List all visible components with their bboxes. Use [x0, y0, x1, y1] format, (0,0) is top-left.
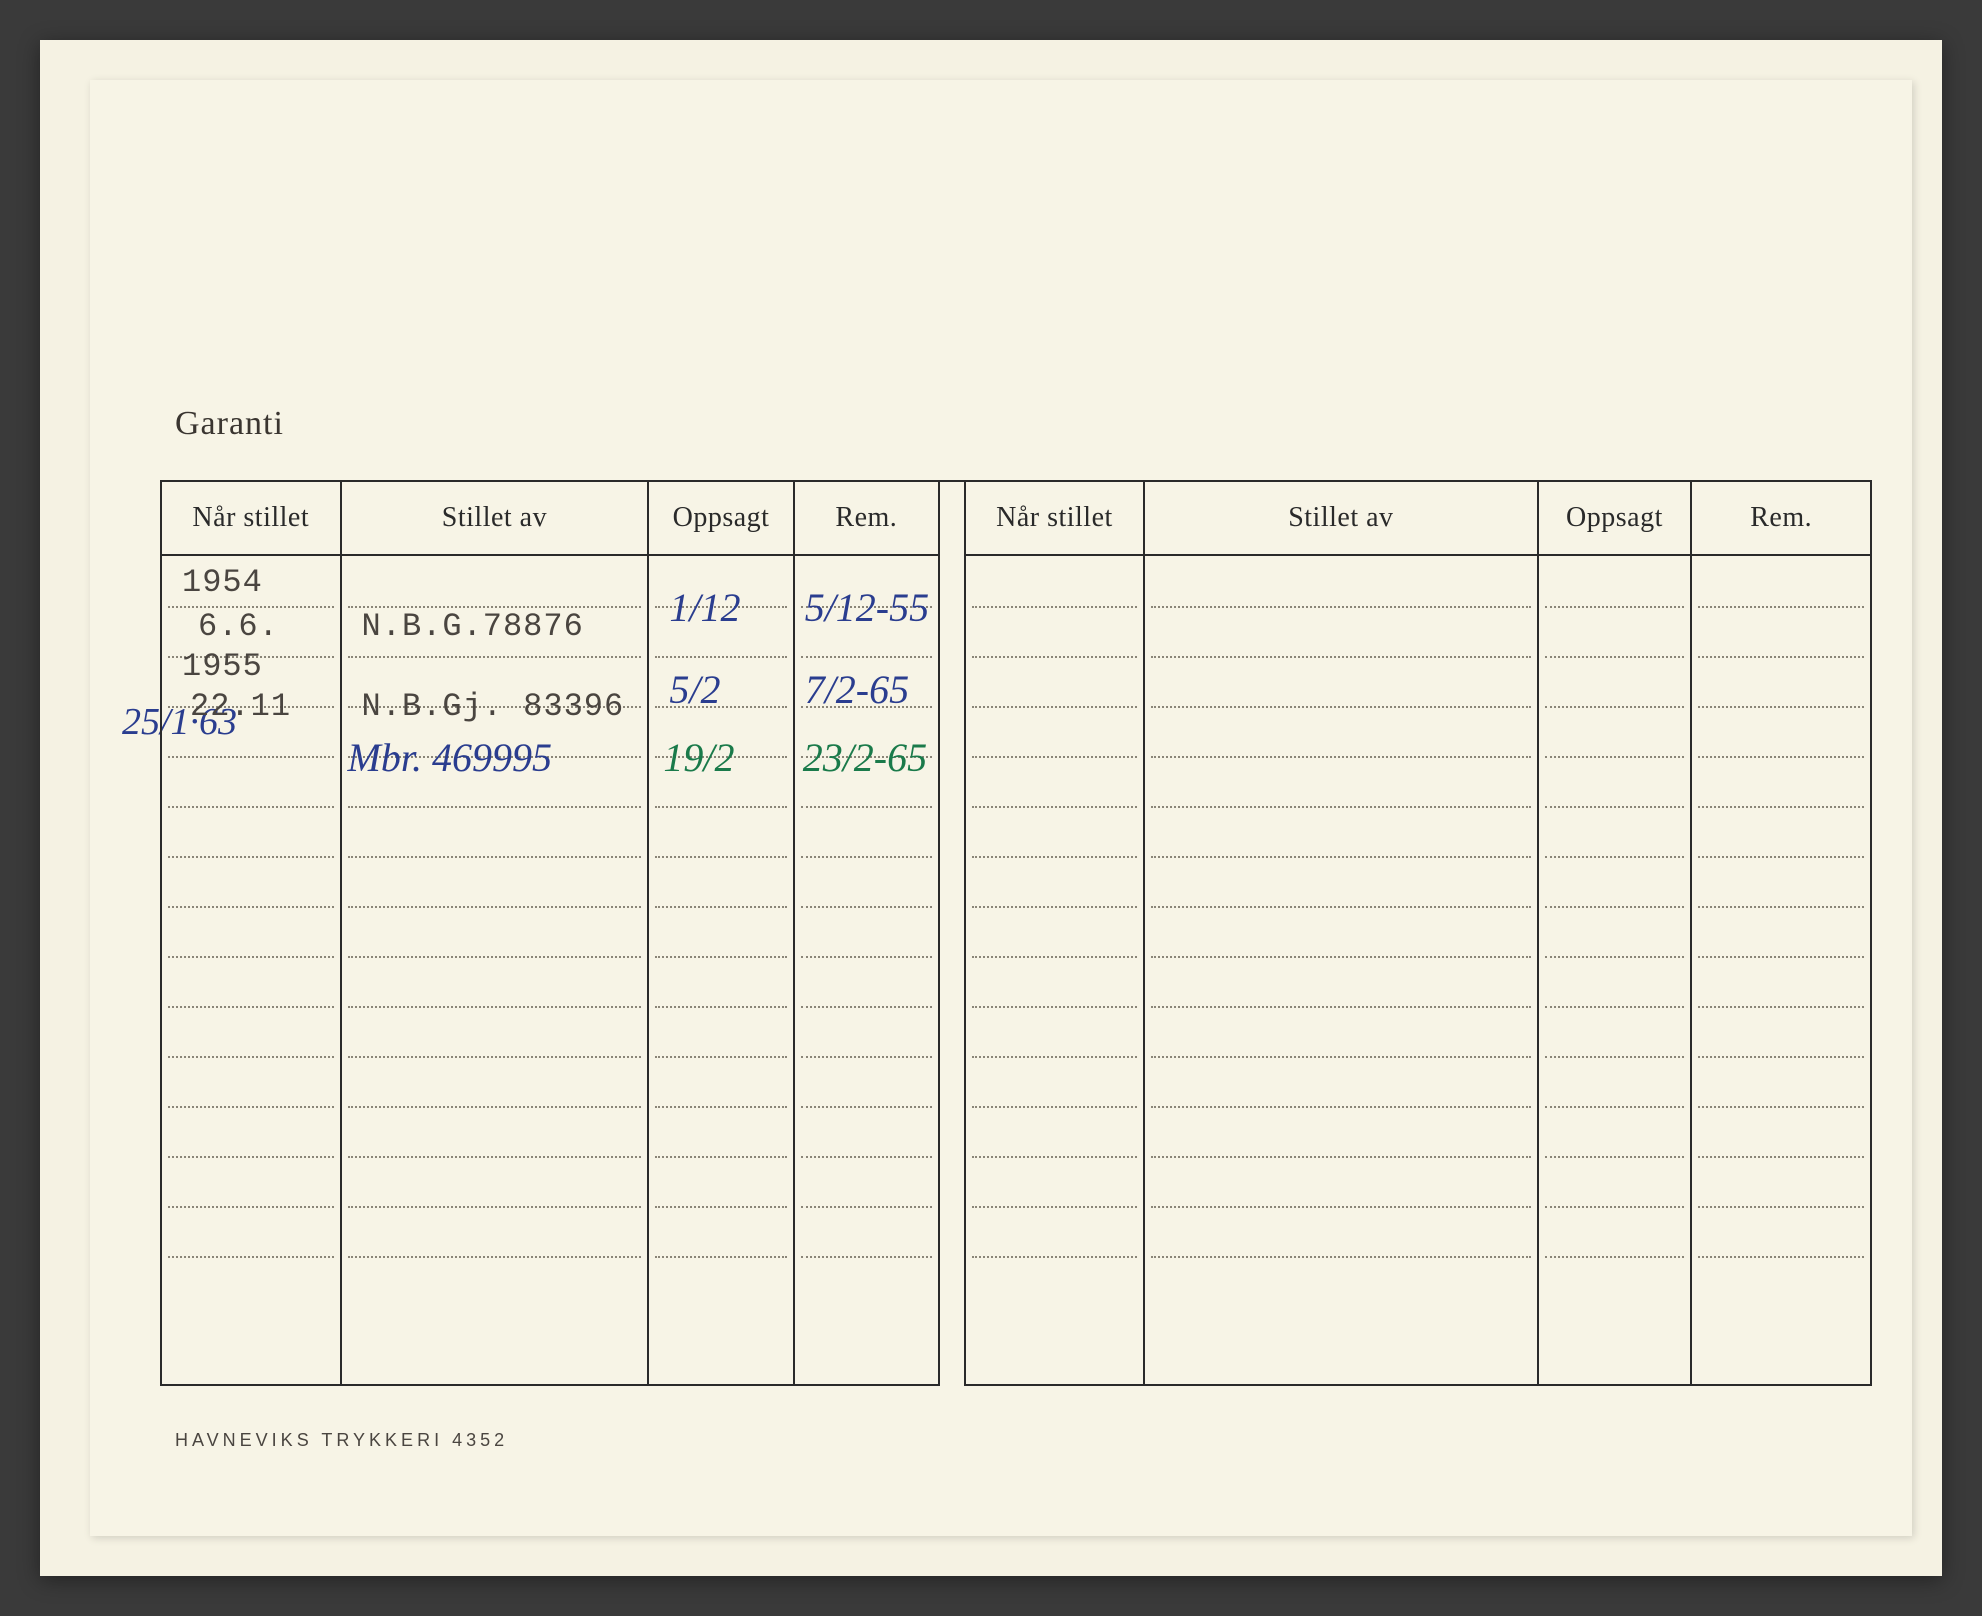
- entry-text: 1954: [182, 564, 263, 601]
- th-oppsagt-2: Oppsagt: [1538, 481, 1692, 555]
- entry-text: 6.6.: [198, 608, 279, 645]
- cell-oppsagt-1: 1/12 5/2 19/2: [648, 555, 793, 1385]
- gap-cell: [939, 555, 965, 1385]
- document-title: Garanti: [175, 405, 284, 443]
- cell-rem-1: 5/12-55 7/2-65 23/2-65: [794, 555, 939, 1385]
- entry-text: 7/2-65: [805, 666, 909, 713]
- cell-nar-stillet-2: [965, 555, 1145, 1385]
- entry-text: 23/2-65: [803, 734, 927, 781]
- gap-column: [939, 481, 965, 555]
- garanti-table: Når stillet Stillet av Oppsagt Rem. Når …: [160, 480, 1872, 1386]
- th-oppsagt-1: Oppsagt: [648, 481, 793, 555]
- th-nar-stillet-2: Når stillet: [965, 481, 1145, 555]
- entry-text: 1955: [182, 648, 263, 685]
- th-rem-2: Rem.: [1691, 481, 1871, 555]
- th-stillet-av-1: Stillet av: [341, 481, 649, 555]
- header-row: Når stillet Stillet av Oppsagt Rem. Når …: [161, 481, 1871, 555]
- body-row: 1954 6.6.195522.11 N.B.G.78876 N.B.Gj. 833…: [161, 555, 1871, 1385]
- entry-text: 5/12-55: [805, 584, 929, 631]
- entry-text: 22.11: [190, 688, 291, 725]
- page: Garanti 25/1·63 Når stillet: [40, 40, 1942, 1576]
- entry-text: 1/12: [669, 584, 740, 631]
- document-card: Garanti 25/1·63 Når stillet: [90, 80, 1912, 1536]
- cell-oppsagt-2: [1538, 555, 1692, 1385]
- entry-text: Mbr. 469995: [348, 734, 552, 781]
- cell-stillet-av-2: [1144, 555, 1537, 1385]
- entry-text: N.B.Gj. 83396: [362, 688, 625, 725]
- entry-text: N.B.G.78876: [362, 608, 584, 645]
- th-stillet-av-2: Stillet av: [1144, 481, 1537, 555]
- garanti-table-container: Når stillet Stillet av Oppsagt Rem. Når …: [160, 480, 1872, 1386]
- cell-nar-stillet-1: 1954 6.6.195522.11: [161, 555, 341, 1385]
- printer-footer: HAVNEVIKS TRYKKERI 4352: [175, 1430, 508, 1451]
- th-nar-stillet-1: Når stillet: [161, 481, 341, 555]
- cell-rem-2: [1691, 555, 1871, 1385]
- entry-text: 5/2: [669, 666, 720, 713]
- entry-text: 19/2: [663, 734, 734, 781]
- th-rem-1: Rem.: [794, 481, 939, 555]
- cell-stillet-av-1: N.B.G.78876 N.B.Gj. 83396 Mbr. 469995: [341, 555, 649, 1385]
